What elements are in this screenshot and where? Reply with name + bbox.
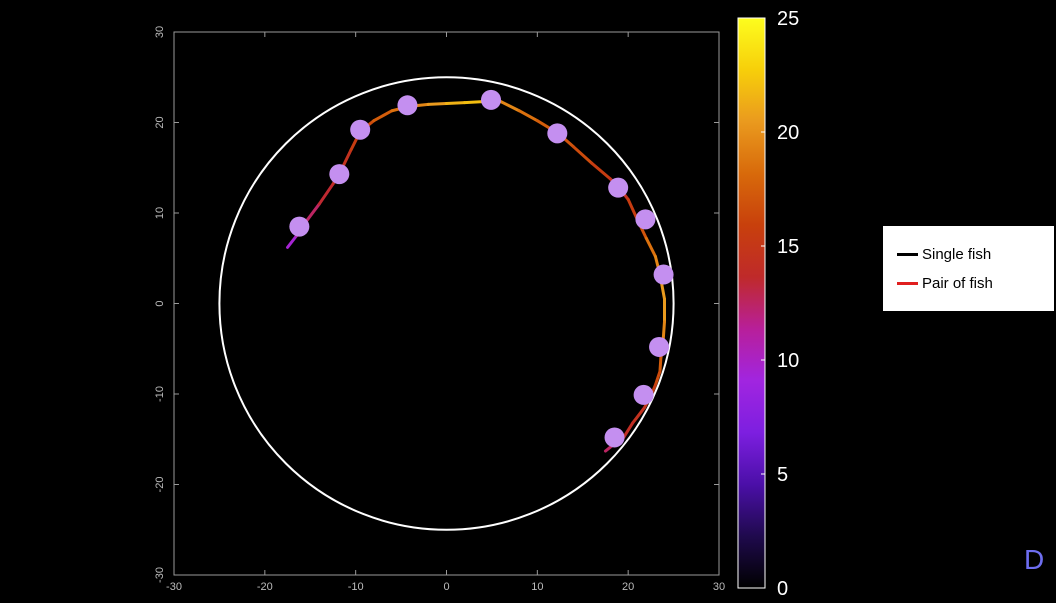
trajectory-segment — [590, 161, 612, 181]
data-layer — [218, 76, 675, 531]
trajectory-segment — [572, 145, 594, 165]
colorbar-tick-label: 0 — [777, 578, 788, 600]
legend-label-pair-of-fish: Pair of fish — [922, 274, 993, 292]
trajectory-segment — [286, 234, 299, 249]
trajectory-marker — [608, 177, 629, 198]
trajectory-segment — [653, 369, 662, 387]
x-tick-label: 10 — [531, 581, 543, 593]
trajectory-marker — [547, 123, 568, 144]
y-tick-label: 30 — [154, 26, 166, 38]
colorbar-tick-label: 25 — [777, 8, 799, 30]
legend: Single fish Pair of fish — [883, 226, 1054, 311]
colorbar-tick-label: 10 — [777, 350, 799, 372]
y-tick-label: -30 — [154, 567, 166, 583]
trajectory-marker — [635, 209, 656, 230]
colorbar-tick-label: 15 — [777, 236, 799, 258]
y-tick-label: 0 — [154, 300, 166, 306]
colorbar: 0 5 10 15 20 25 — [737, 8, 799, 600]
trajectory-segment — [658, 356, 663, 373]
panel-label: D — [1024, 544, 1045, 575]
legend-item-pair-of-fish: Pair of fish — [897, 273, 993, 293]
trajectory-marker — [633, 384, 654, 405]
trajectory-marker — [481, 89, 502, 110]
y-tick-label: -10 — [154, 386, 166, 402]
trajectory-segment — [626, 197, 639, 221]
trajectory-marker — [397, 95, 418, 116]
legend-item-single-fish: Single fish — [897, 244, 991, 264]
trajectory-marker — [289, 216, 310, 237]
trajectory-segment — [463, 100, 485, 105]
trajectory-marker — [604, 427, 625, 448]
trajectory-marker — [649, 336, 670, 357]
trajectory-marker — [350, 119, 371, 140]
colorbar-bar — [737, 17, 766, 589]
colorbar-tick-label: 20 — [777, 122, 799, 144]
trajectory-segment — [517, 109, 539, 123]
trajectory-segment — [644, 236, 657, 258]
x-tick-label: -30 — [166, 581, 182, 593]
y-tick-label: -20 — [154, 477, 166, 493]
plot-frame — [173, 31, 720, 576]
trajectory-marker — [329, 164, 350, 185]
trajectory-segment — [317, 182, 335, 206]
trajectory-segment — [372, 109, 394, 123]
x-tick-label: 0 — [443, 581, 449, 593]
trajectory-marker — [653, 264, 674, 285]
arena-circle — [218, 76, 675, 531]
trajectory-segment — [631, 406, 647, 425]
trajectory-segment — [426, 101, 448, 106]
colorbar-tick-label: 5 — [777, 464, 788, 486]
y-tick-label: 20 — [154, 116, 166, 128]
trajectory-segment — [622, 421, 635, 439]
x-tick-label: 20 — [622, 581, 634, 593]
y-tick-label: 10 — [154, 207, 166, 219]
trajectory-segment — [499, 100, 521, 113]
axes-frame: -30 -20 -10 0 10 20 30 -30 -20 -10 0 10 20 30 — [154, 26, 725, 593]
trajectory-segment — [445, 101, 467, 105]
legend-swatch-single-fish — [897, 252, 918, 256]
x-tick-label: 30 — [713, 581, 725, 593]
x-tick-label: -20 — [257, 581, 273, 593]
trajectory-segment — [304, 202, 321, 224]
legend-swatch-pair-of-fish — [897, 281, 918, 285]
x-tick-label: -10 — [348, 581, 364, 593]
legend-label-single-fish: Single fish — [922, 245, 992, 263]
